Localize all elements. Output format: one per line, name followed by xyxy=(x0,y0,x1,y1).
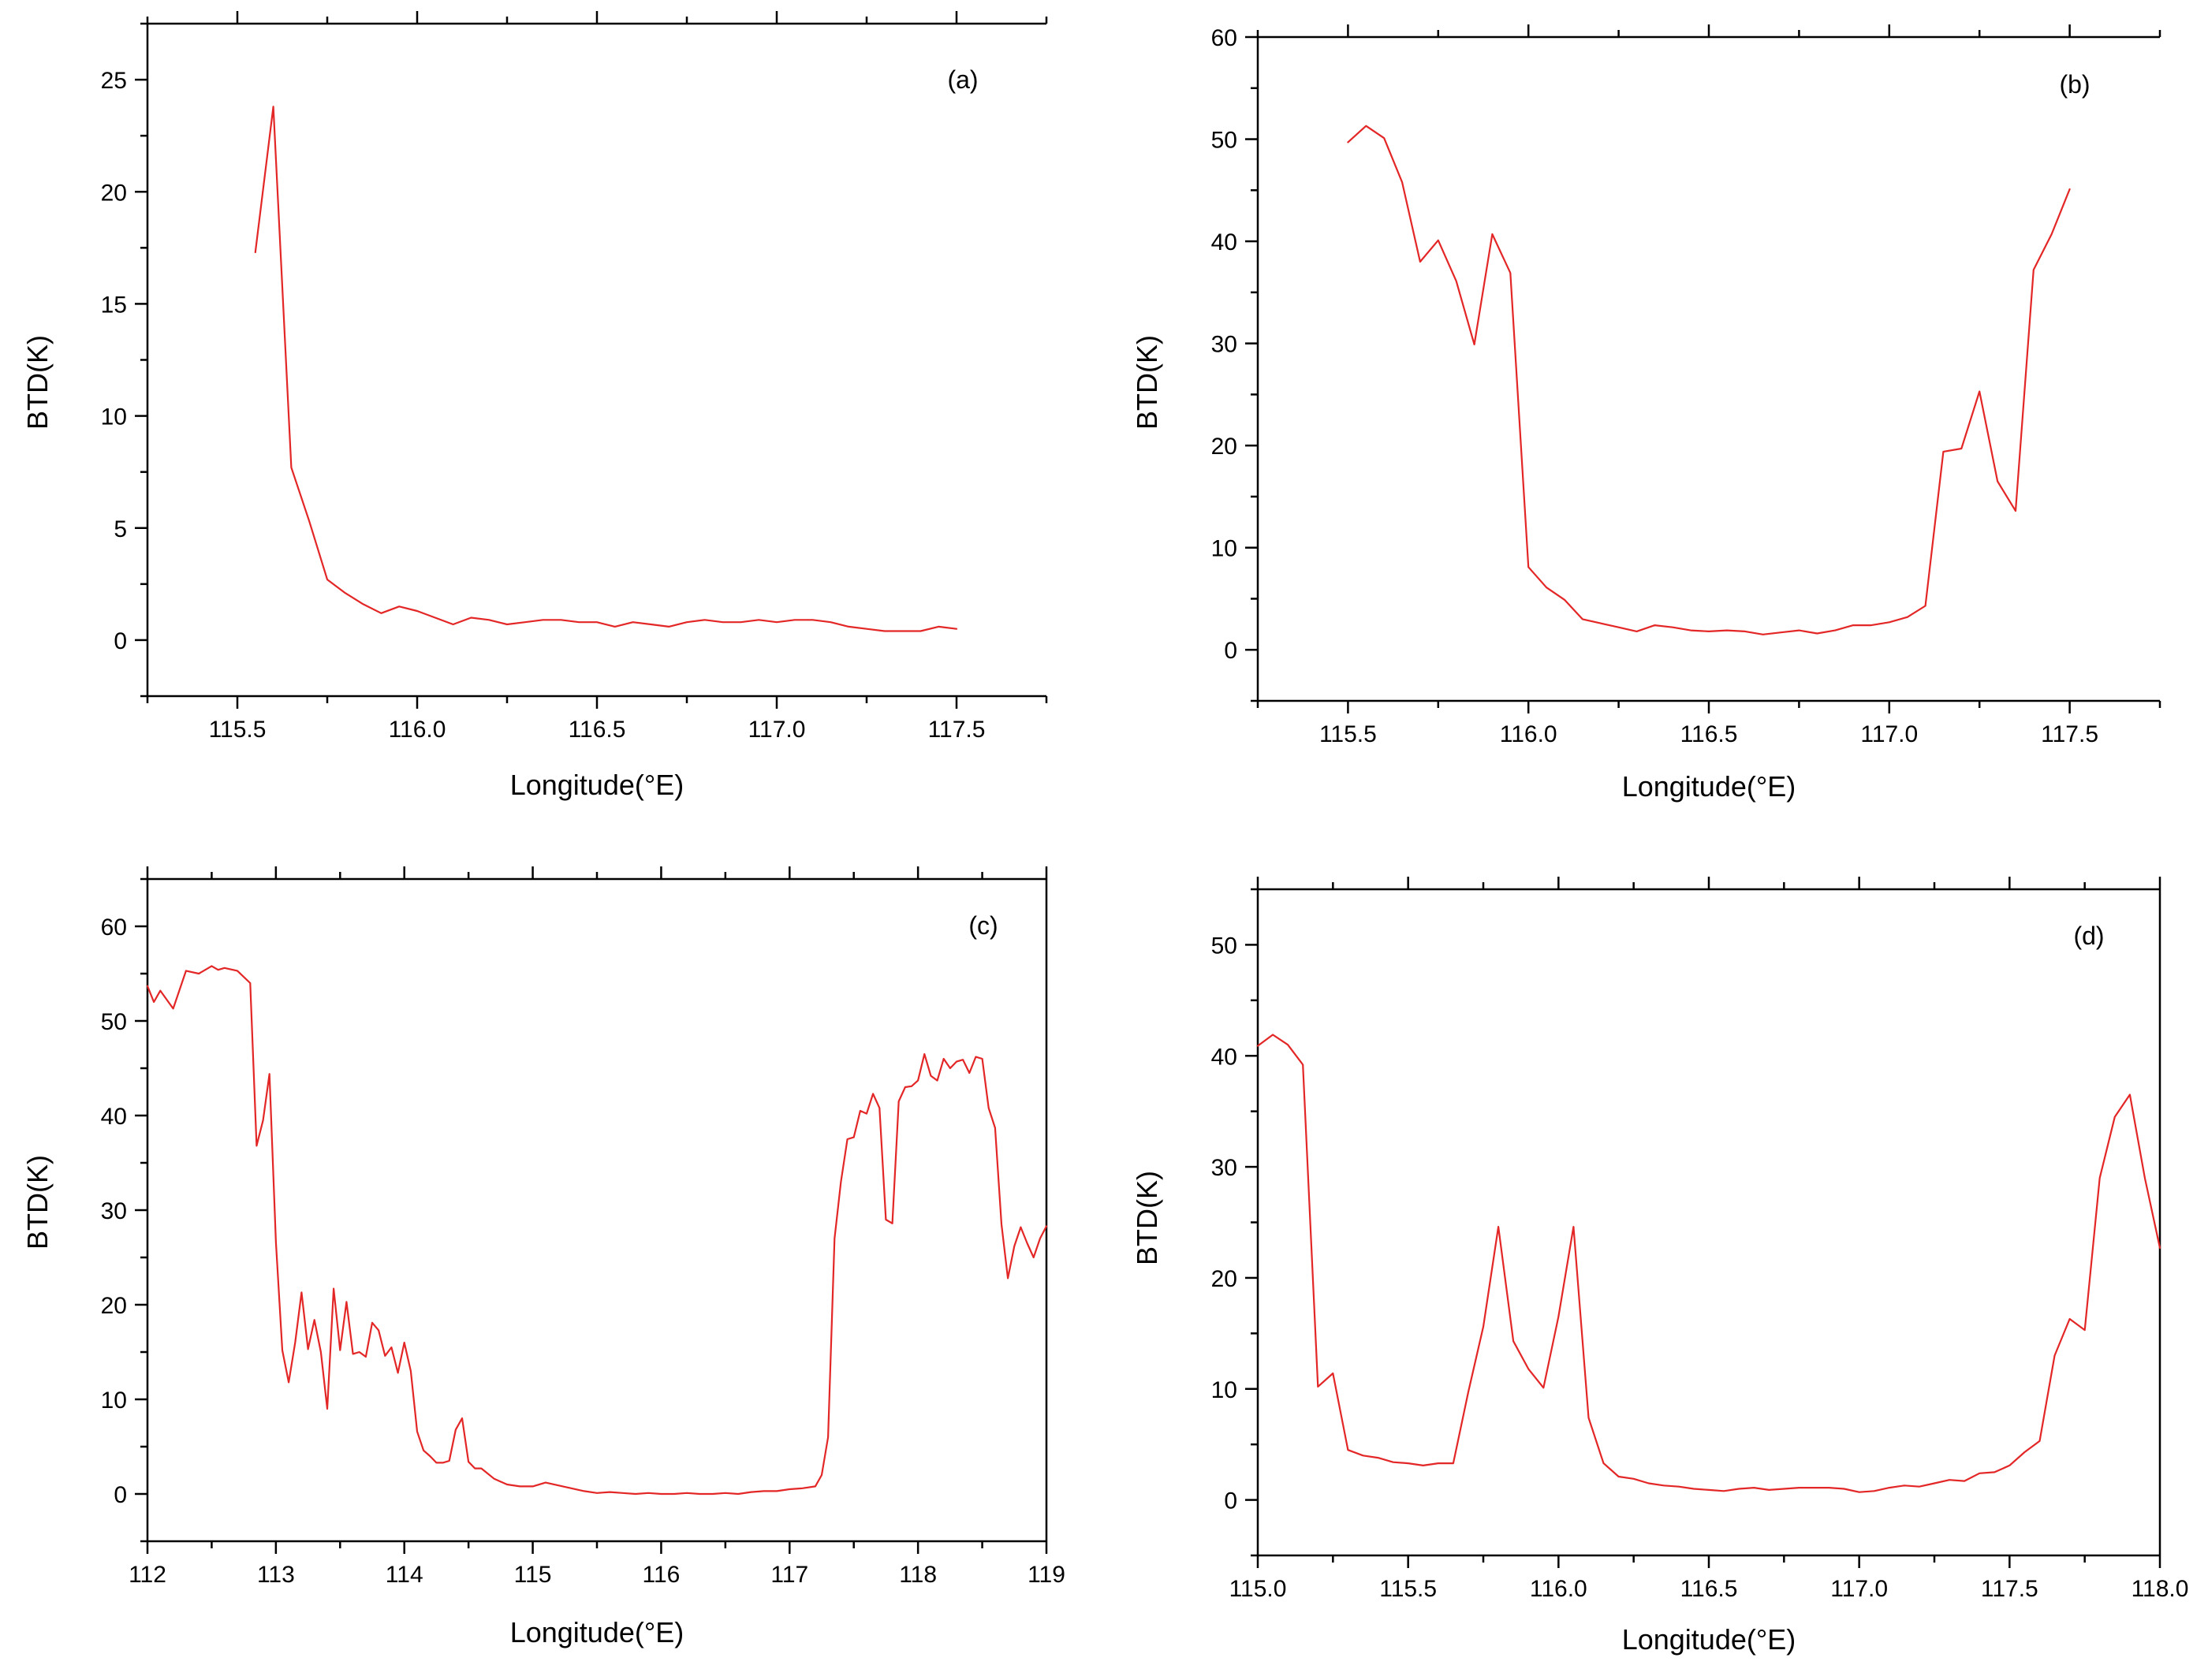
x-tick-label: 115.5 xyxy=(209,717,267,743)
x-tick-label: 116 xyxy=(643,1562,681,1588)
y-tick-label: 50 xyxy=(101,1009,127,1035)
y-tick-label: 10 xyxy=(101,404,127,430)
y-tick-label: 20 xyxy=(101,180,127,206)
x-tick-label: 118.0 xyxy=(2132,1576,2189,1602)
y-axis-title: BTD(K) xyxy=(1131,335,1163,430)
y-tick-label: 40 xyxy=(101,1104,127,1130)
panel-label: (b) xyxy=(2059,70,2090,99)
panel-label: (a) xyxy=(947,65,978,94)
y-tick-label: 25 xyxy=(101,68,127,94)
y-axis-title: BTD(K) xyxy=(21,335,54,430)
x-tick-label: 115.0 xyxy=(1229,1576,1287,1602)
panel-b: 115.5 116.0 116.5 117.0 117.5 0 10 20 30 40 50 60 Lo… xyxy=(1131,24,2161,803)
x-tick-label: 118 xyxy=(899,1562,937,1588)
y-tick-label: 30 xyxy=(1211,1155,1237,1181)
panel-a: 115.5 116.0 116.5 117.0 117.5 0 5 10 15 20 25 Longi… xyxy=(21,11,1048,801)
x-tick-label: 116.5 xyxy=(569,717,626,743)
x-tick-label: 116.0 xyxy=(389,717,446,743)
x-axis-title: Longitude(°E) xyxy=(510,1616,684,1648)
panel-label: (d) xyxy=(2073,922,2104,950)
x-tick-label: 117.0 xyxy=(1860,721,1918,747)
x-tick-label: 115.5 xyxy=(1319,721,1377,747)
x-tick-label: 117.5 xyxy=(1981,1576,2038,1602)
x-axis-title: Longitude(°E) xyxy=(1622,1623,1796,1656)
y-tick-label: 60 xyxy=(101,915,127,941)
x-tick-label: 116.0 xyxy=(1500,721,1557,747)
x-tick-label: 115 xyxy=(514,1562,552,1588)
y-tick-label: 10 xyxy=(1211,536,1237,562)
y-tick-label: 20 xyxy=(1211,434,1237,460)
y-tick-label: 0 xyxy=(114,628,127,654)
x-tick-label: 115.5 xyxy=(1379,1576,1437,1602)
btd-series-line xyxy=(1256,1034,2161,1493)
y-tick-label: 40 xyxy=(1211,1044,1237,1070)
x-tick-label: 119 xyxy=(1028,1562,1065,1588)
x-tick-label: 112 xyxy=(129,1562,166,1588)
x-axis-title: Longitude(°E) xyxy=(510,769,684,801)
btd-series-line xyxy=(254,106,958,632)
y-tick-label: 5 xyxy=(114,516,127,542)
x-tick-label: 114 xyxy=(386,1562,423,1588)
x-axis-title: Longitude(°E) xyxy=(1622,770,1796,803)
x-tick-label: 117.0 xyxy=(748,717,806,743)
x-tick-label: 116.0 xyxy=(1530,1576,1587,1602)
y-axis-title: BTD(K) xyxy=(21,1155,54,1250)
x-tick-label: 117 xyxy=(770,1562,808,1588)
btd-series-line xyxy=(1347,125,2071,635)
y-tick-label: 40 xyxy=(1211,229,1237,255)
y-tick-label: 0 xyxy=(114,1482,127,1508)
x-tick-label: 117.5 xyxy=(928,717,986,743)
y-tick-label: 10 xyxy=(101,1388,127,1414)
y-tick-label: 10 xyxy=(1211,1377,1237,1403)
panel-d: 115.0 115.5 116.0 116.5 117.0 117.5 118.0 0 10 20… xyxy=(1131,877,2188,1656)
x-tick-label: 117.5 xyxy=(2041,721,2098,747)
btd-series-line xyxy=(146,965,1048,1496)
y-tick-label: 15 xyxy=(101,292,127,318)
y-tick-label: 20 xyxy=(101,1293,127,1319)
y-tick-label: 0 xyxy=(1224,638,1237,664)
y-axis-title: BTD(K) xyxy=(1131,1171,1163,1265)
x-tick-label: 116.5 xyxy=(1680,1576,1738,1602)
y-tick-label: 50 xyxy=(1211,933,1237,959)
y-tick-label: 30 xyxy=(101,1198,127,1224)
y-tick-label: 30 xyxy=(1211,332,1237,358)
y-tick-label: 50 xyxy=(1211,128,1237,154)
panel-c: 112 113 114 115 116 117 118 119 0 10 20 30 40 50 60 Lon… xyxy=(21,866,1065,1648)
y-tick-label: 60 xyxy=(1211,25,1237,51)
x-tick-label: 116.5 xyxy=(1680,721,1738,747)
x-tick-label: 113 xyxy=(257,1562,295,1588)
y-tick-label: 0 xyxy=(1224,1488,1237,1514)
y-tick-label: 20 xyxy=(1211,1266,1237,1292)
panel-label: (c) xyxy=(968,911,998,940)
x-tick-label: 117.0 xyxy=(1830,1576,1888,1602)
